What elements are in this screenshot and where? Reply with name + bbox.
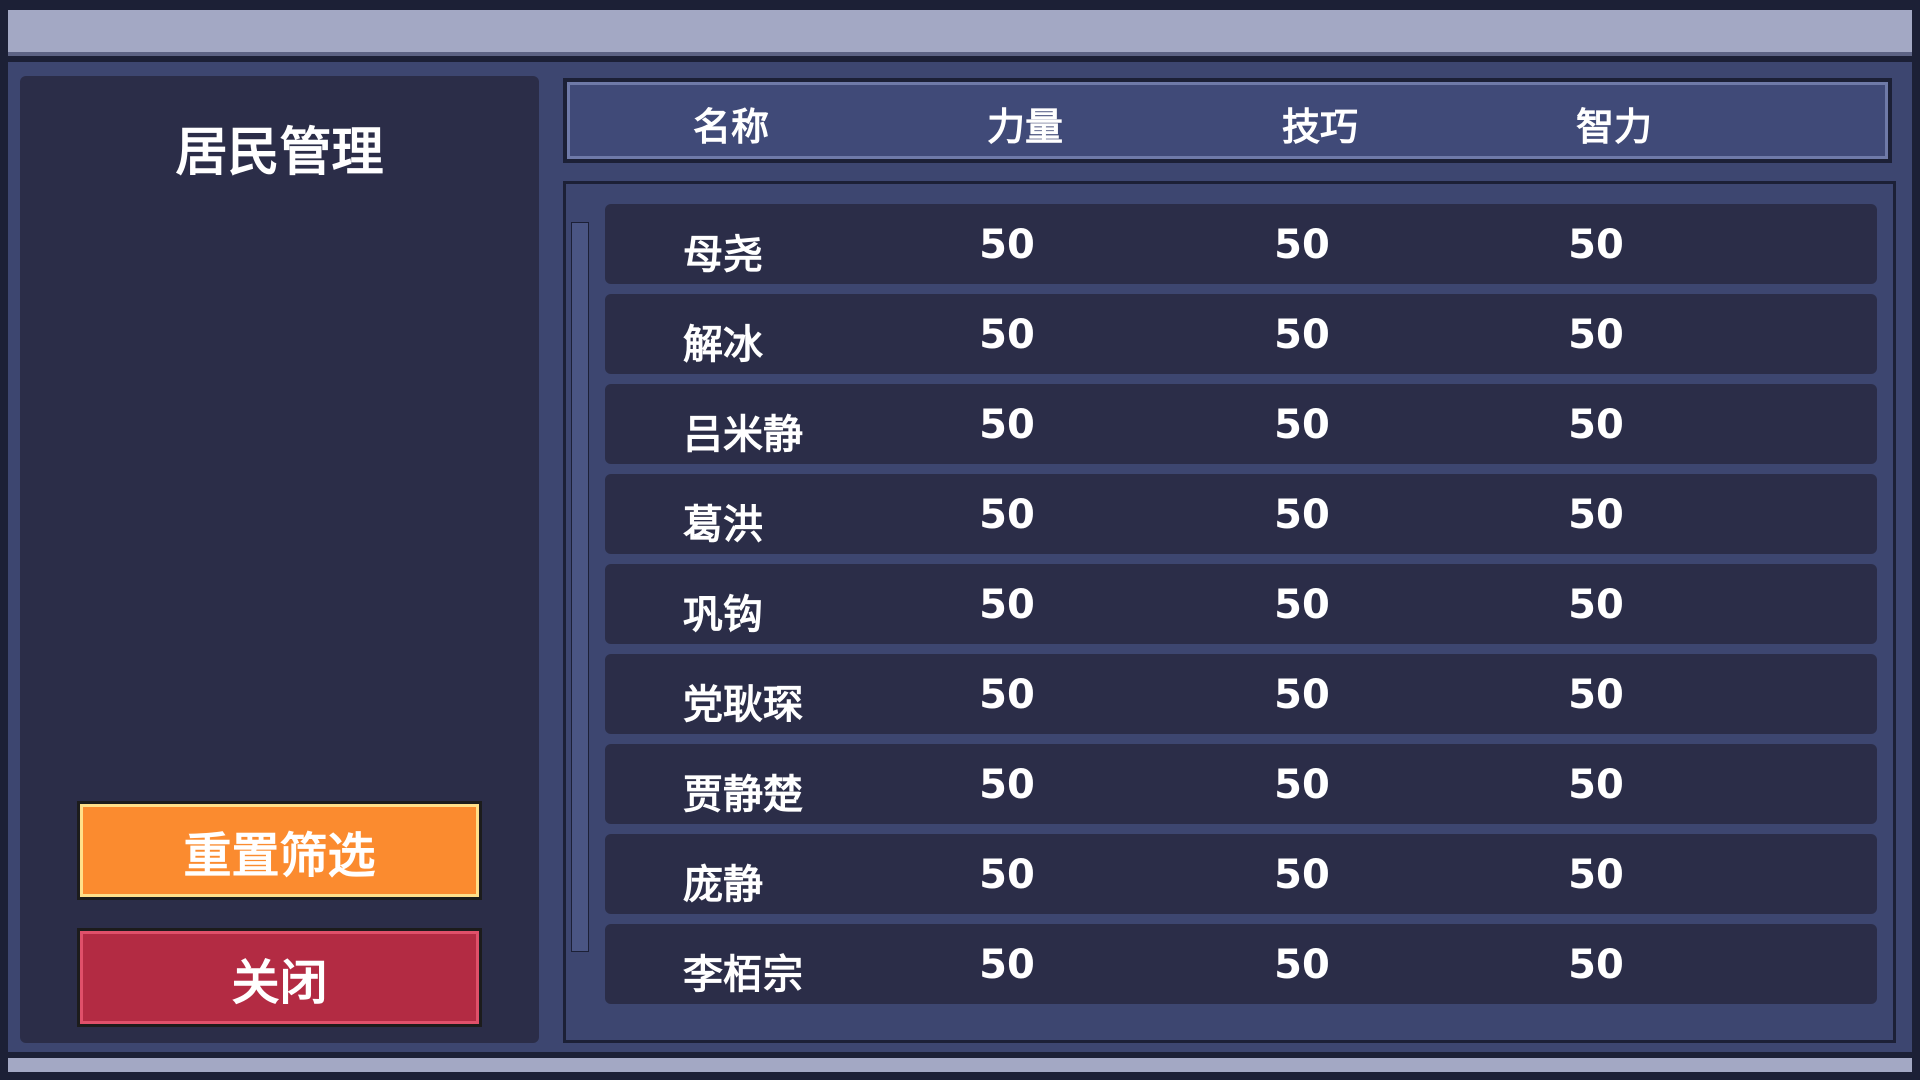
resident-row[interactable]: [605, 564, 1877, 644]
column-header: 名称: [692, 105, 769, 149]
resident-name: 贾静楚: [683, 772, 803, 818]
stat-value: 50: [1274, 672, 1330, 718]
resident-name: 巩钩: [683, 592, 763, 638]
stat-value: 50: [1568, 672, 1624, 718]
stat-value: 50: [1568, 582, 1624, 628]
resident-row[interactable]: [605, 744, 1877, 824]
resident-name: 解冰: [683, 322, 763, 368]
resident-name: 吕米静: [683, 412, 803, 458]
stat-value: 50: [1274, 582, 1330, 628]
reset-filter-button[interactable]: 重置筛选: [77, 801, 482, 900]
stat-value: 50: [979, 492, 1035, 538]
stat-value: 50: [1568, 762, 1624, 808]
column-header: 智力: [1575, 105, 1652, 149]
bottom-bar: [8, 1058, 1912, 1072]
stat-value: 50: [979, 312, 1035, 358]
stat-value: 50: [1274, 762, 1330, 808]
stat-value: 50: [979, 852, 1035, 898]
stat-value: 50: [1274, 852, 1330, 898]
stat-value: 50: [1274, 402, 1330, 448]
scroll-thumb[interactable]: [572, 223, 588, 951]
stat-value: 50: [979, 942, 1035, 988]
resident-name: 李栢宗: [683, 952, 803, 998]
stat-value: 50: [1274, 942, 1330, 988]
stat-value: 50: [979, 582, 1035, 628]
resident-name: 庞静: [683, 862, 763, 908]
resident-row[interactable]: [605, 384, 1877, 464]
column-header: 力量: [986, 105, 1063, 149]
stat-value: 50: [1274, 312, 1330, 358]
close-button[interactable]: 关闭: [77, 928, 482, 1027]
table-header: [563, 78, 1892, 163]
resident-row[interactable]: [605, 924, 1877, 1004]
stat-value: 50: [1274, 222, 1330, 268]
stat-value: 50: [979, 762, 1035, 808]
stat-value: 50: [1568, 852, 1624, 898]
stat-value: 50: [979, 402, 1035, 448]
stat-value: 50: [1274, 492, 1330, 538]
stat-value: 50: [1568, 312, 1624, 358]
stat-value: 50: [979, 222, 1035, 268]
stat-value: 50: [1568, 942, 1624, 988]
panel-title: 居民管理: [175, 123, 384, 183]
stat-value: 50: [1568, 492, 1624, 538]
resident-name: 党耿琛: [683, 682, 803, 728]
resident-row[interactable]: [605, 294, 1877, 374]
resident-name: 母尧: [683, 232, 763, 278]
stat-value: 50: [1568, 222, 1624, 268]
resident-row[interactable]: [605, 834, 1877, 914]
stat-value: 50: [979, 672, 1035, 718]
title-bar: [8, 10, 1912, 56]
resident-row[interactable]: [605, 204, 1877, 284]
stat-value: 50: [1568, 402, 1624, 448]
resident-row[interactable]: [605, 474, 1877, 554]
resident-name: 葛洪: [683, 502, 763, 548]
resident-row[interactable]: [605, 654, 1877, 734]
column-header: 技巧: [1281, 105, 1358, 149]
